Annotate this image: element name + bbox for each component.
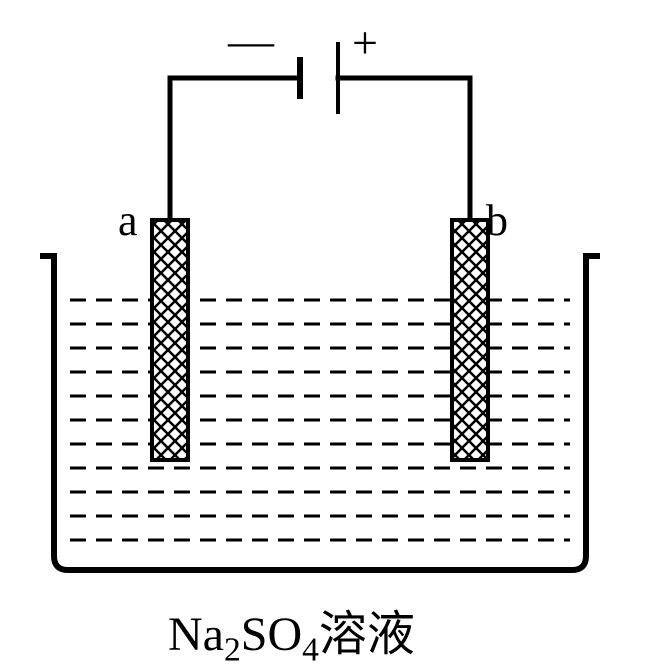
battery-minus-label: —	[228, 14, 274, 67]
solution-label: Na2SO4溶液	[168, 594, 415, 670]
formula-sub-2a: 2	[224, 632, 241, 669]
formula-so: SO	[241, 608, 302, 661]
battery-plus-label: +	[352, 16, 378, 69]
solution-text: 溶液	[319, 608, 415, 661]
battery-circuit	[170, 44, 470, 220]
electrode-a	[152, 220, 188, 460]
electrolysis-diagram	[0, 0, 650, 669]
electrode-a-label: a	[118, 195, 138, 246]
electrode-b	[452, 220, 488, 460]
liquid-lines	[70, 300, 570, 540]
beaker	[40, 256, 600, 570]
formula-na: Na	[168, 608, 224, 661]
formula-sub-4: 4	[302, 632, 319, 669]
electrode-b-label: b	[486, 195, 508, 246]
